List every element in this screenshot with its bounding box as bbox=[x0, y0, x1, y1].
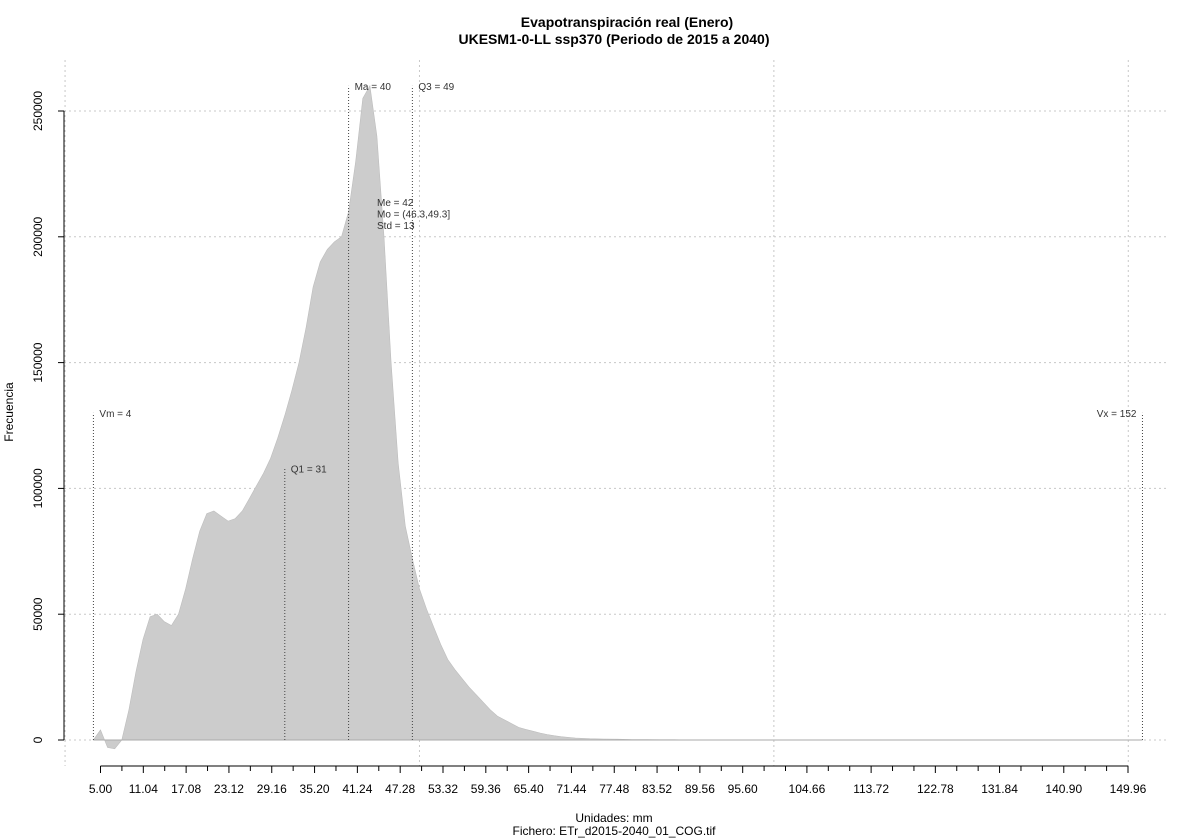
chart-subtitle: UKESM1-0-LL ssp370 (Periodo de 2015 a 20… bbox=[459, 31, 770, 47]
y-axis-label: Frecuencia bbox=[2, 382, 16, 442]
x-tick-label: 104.66 bbox=[789, 782, 826, 796]
x-tick-label: 65.40 bbox=[514, 782, 544, 796]
x-tick-label: 77.48 bbox=[599, 782, 629, 796]
y-tick-label: 0 bbox=[31, 736, 45, 743]
x-tick-label: 47.28 bbox=[385, 782, 415, 796]
x-tick-label: 5.00 bbox=[89, 782, 113, 796]
x-tick-label: 71.44 bbox=[556, 782, 586, 796]
stat-label: Q1 = 31 bbox=[291, 464, 327, 475]
x-tick-label: 113.72 bbox=[853, 782, 889, 796]
stat-markers: Vm = 4 Q1 = 31 Ma = 40 Q3 = 49 Vx = 152 bbox=[92, 82, 1143, 740]
x-tick-label: 35.20 bbox=[300, 782, 330, 796]
x-tick-label: 53.32 bbox=[428, 782, 458, 796]
stat-label: Ma = 40 bbox=[355, 82, 392, 93]
x-tick-label: 89.56 bbox=[685, 782, 715, 796]
plot-area bbox=[92, 84, 1143, 750]
x-tick-label: 83.52 bbox=[642, 782, 672, 796]
x-tick-label: 95.60 bbox=[728, 782, 758, 796]
x-tick-label: 149.96 bbox=[1110, 782, 1147, 796]
axes: 0 50000 100000 150000 200000 250000 5.00 11.04 1… bbox=[31, 91, 1147, 796]
x-tick-label: 140.90 bbox=[1045, 782, 1082, 796]
x-tick-label: 17.08 bbox=[171, 782, 201, 796]
y-tick-label: 150000 bbox=[31, 342, 45, 382]
x-tick-label: 122.78 bbox=[917, 782, 954, 796]
stat-label: Vm = 4 bbox=[99, 409, 131, 420]
y-tick-label: 50000 bbox=[31, 597, 45, 631]
x-tick-label: 131.84 bbox=[981, 782, 1018, 796]
density-area bbox=[92, 84, 1143, 750]
y-tick-label: 100000 bbox=[31, 468, 45, 508]
x-tick-label: 41.24 bbox=[342, 782, 372, 796]
x-axis-label: Unidades: mm bbox=[575, 811, 652, 825]
y-tick-label: 200000 bbox=[31, 216, 45, 256]
stat-box-line: Std = 13 bbox=[377, 221, 415, 232]
x-tick-label: 23.12 bbox=[214, 782, 244, 796]
x-tick-label: 29.16 bbox=[257, 782, 287, 796]
chart-title: Evapotranspiración real (Enero) bbox=[521, 14, 733, 30]
stat-label: Q3 = 49 bbox=[418, 82, 454, 93]
y-tick-label: 250000 bbox=[31, 91, 45, 131]
stat-box-line: Me = 42 bbox=[377, 198, 414, 209]
stat-label: Vx = 152 bbox=[1097, 409, 1137, 420]
footer-filename: Fichero: ETr_d2015-2040_01_COG.tif bbox=[513, 824, 717, 838]
x-tick-label: 11.04 bbox=[129, 782, 158, 796]
x-tick-label: 59.36 bbox=[471, 782, 501, 796]
stat-box-line: Mo = (46.3,49.3] bbox=[377, 210, 450, 221]
